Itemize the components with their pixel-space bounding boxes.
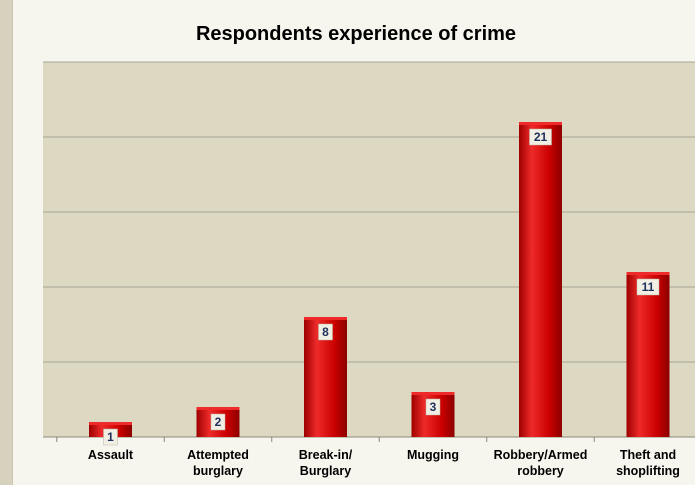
data-label-box [318, 323, 333, 341]
category-label: Attempted [187, 448, 249, 462]
data-label: 1 [107, 430, 114, 444]
bar-chart: Respondents experience of crime 1 2 8 3 21 11… [43, 23, 695, 478]
data-label: 11 [642, 280, 655, 294]
category-label: Theft and [620, 448, 676, 462]
data-label: 3 [430, 400, 437, 414]
category-label: Assault [88, 448, 134, 462]
category-label: Mugging [407, 448, 459, 462]
bar-top-edge [411, 392, 455, 395]
category-label: Burglary [300, 464, 351, 478]
category-label: Break-in/ [299, 448, 353, 462]
data-label-box [636, 278, 660, 296]
data-label: 21 [534, 130, 548, 144]
chart-frame: Respondents experience of crime 1 2 8 3 21 11… [12, 0, 695, 485]
data-labels-group: 1 2 8 3 21 11 [103, 128, 660, 446]
bar-top-edge [519, 122, 562, 125]
bar [626, 272, 670, 437]
category-label: Robbery/Armed [494, 448, 588, 462]
data-label-box [103, 428, 118, 446]
data-label: 8 [322, 325, 329, 339]
chart-title: Respondents experience of crime [196, 23, 516, 45]
category-labels-group: Assault Attempted burglary Break-in/Burglar… [88, 448, 680, 478]
data-label-box [210, 413, 226, 431]
bars-group [89, 122, 670, 437]
bar-top-edge [626, 272, 670, 275]
data-label-box [529, 128, 552, 146]
bar-top-edge [304, 317, 347, 320]
data-label-box [425, 398, 441, 416]
data-label: 2 [215, 415, 222, 429]
bar-top-edge [196, 407, 240, 410]
bar-top-edge [89, 422, 132, 425]
category-label: robbery [517, 464, 564, 478]
plot-area [43, 62, 695, 437]
gridlines [43, 61, 695, 442]
category-label: shoplifting [616, 464, 680, 478]
category-label: burglary [193, 464, 243, 478]
bar [519, 122, 562, 437]
